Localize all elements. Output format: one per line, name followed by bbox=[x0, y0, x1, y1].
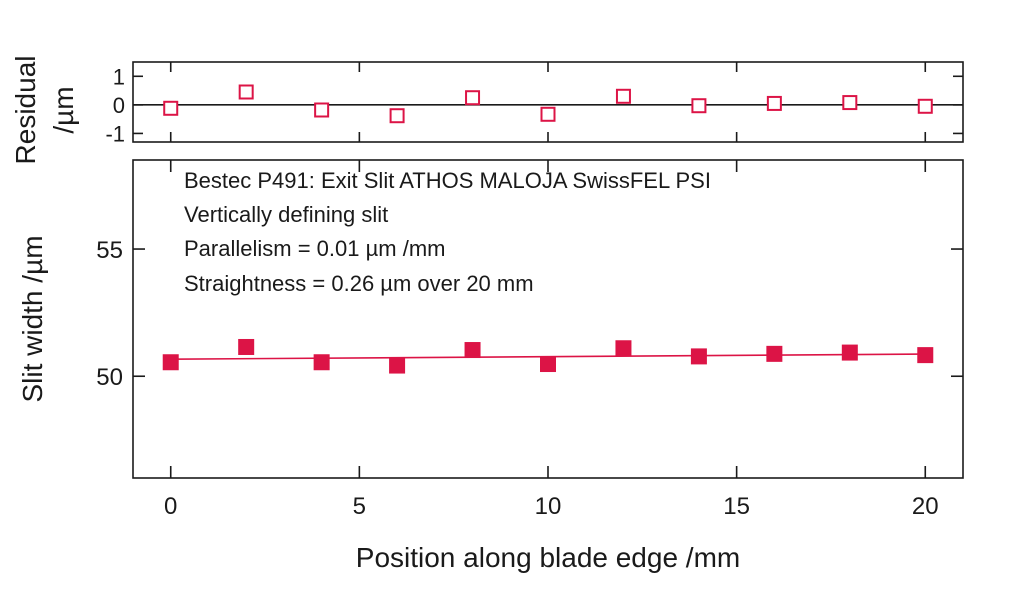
main-point bbox=[766, 345, 783, 362]
annotation-line-3: Parallelism = 0.01 µm /mm bbox=[184, 236, 445, 261]
residual-point bbox=[917, 98, 933, 114]
residual-point bbox=[766, 95, 782, 111]
residual-y-tick-label: 1 bbox=[113, 64, 125, 89]
main-y-tick-label: 55 bbox=[96, 237, 123, 264]
main-x-tick-label: 10 bbox=[535, 493, 562, 520]
main-point bbox=[162, 354, 179, 371]
residual-ylabel-line1: Residual bbox=[10, 56, 41, 165]
residual-y-ticks: -1 0 1 bbox=[105, 64, 963, 146]
residual-points bbox=[163, 84, 933, 124]
residual-point bbox=[691, 98, 707, 114]
main-point bbox=[917, 347, 934, 364]
main-point bbox=[690, 348, 707, 365]
annotation-line-2: Vertically defining slit bbox=[184, 202, 388, 227]
annotation-line-4: Straightness = 0.26 µm over 20 mm bbox=[184, 271, 534, 296]
residual-point bbox=[238, 84, 254, 100]
residual-point bbox=[842, 95, 858, 111]
residual-point bbox=[540, 106, 556, 122]
main-point bbox=[313, 354, 330, 371]
main-point bbox=[540, 356, 556, 373]
main-x-tick-label: 20 bbox=[912, 493, 939, 520]
residual-point bbox=[465, 90, 481, 106]
main-x-tick-label: 0 bbox=[164, 493, 177, 520]
main-y-ticks: 50 55 bbox=[96, 237, 963, 391]
main-x-ticks: 0 5 10 15 20 bbox=[164, 160, 939, 520]
x-axis-label: Position along blade edge /mm bbox=[356, 542, 740, 573]
main-point bbox=[615, 340, 632, 357]
main-x-tick-label: 15 bbox=[723, 493, 750, 520]
residual-panel: -1 0 1 Residual /µm bbox=[10, 56, 964, 165]
main-x-tick-label: 5 bbox=[353, 493, 366, 520]
residual-x-ticks bbox=[169, 62, 927, 142]
main-point bbox=[464, 342, 481, 359]
main-points bbox=[162, 338, 934, 374]
main-point bbox=[238, 338, 255, 355]
residual-y-tick-label: -1 bbox=[105, 121, 125, 146]
main-panel: 50 55 0 5 10 15 20 Bestec P491: Exit Slit ATH… bbox=[17, 159, 964, 573]
residual-point bbox=[389, 108, 405, 124]
main-point bbox=[841, 344, 858, 361]
y-axis-label: Slit width /µm bbox=[17, 235, 48, 402]
residual-ylabel-line2: /µm bbox=[48, 86, 79, 133]
residual-plot-frame bbox=[132, 61, 964, 143]
main-y-tick-label: 50 bbox=[96, 364, 123, 391]
main-point bbox=[389, 357, 406, 374]
residual-point bbox=[314, 102, 330, 118]
residual-point bbox=[163, 100, 179, 116]
residual-point bbox=[615, 88, 631, 104]
residual-y-tick-label: 0 bbox=[113, 93, 125, 118]
annotation-line-1: Bestec P491: Exit Slit ATHOS MALOJA Swis… bbox=[184, 168, 711, 193]
